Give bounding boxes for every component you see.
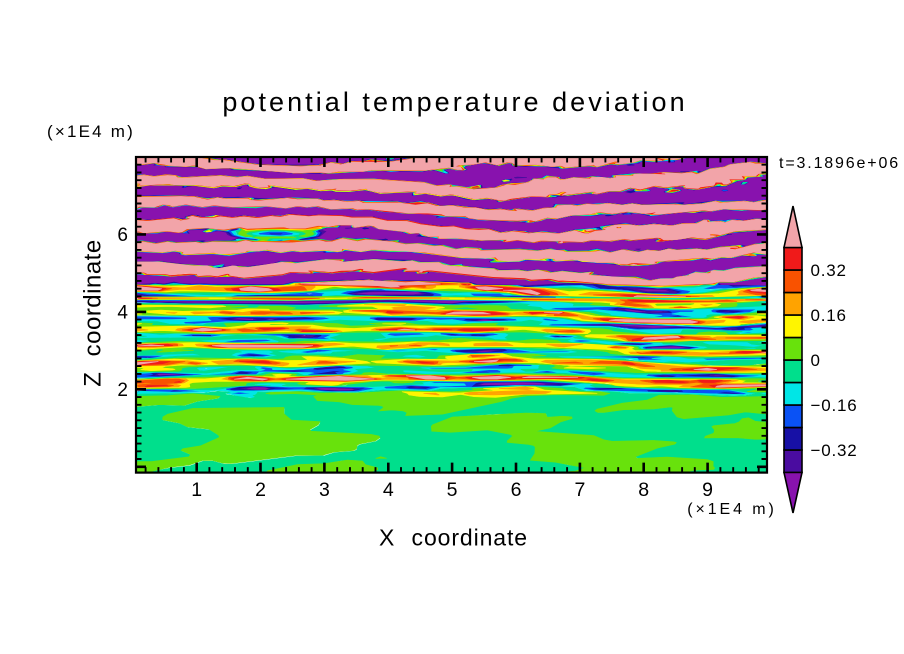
svg-text:9: 9	[702, 479, 713, 501]
svg-text:7: 7	[574, 479, 585, 501]
svg-text:t=3.1896e+06: t=3.1896e+06	[779, 155, 900, 172]
svg-text:(×1E4 m): (×1E4 m)	[687, 501, 776, 518]
svg-text:4: 4	[383, 479, 394, 501]
svg-text:6: 6	[511, 479, 522, 501]
svg-text:1: 1	[191, 479, 202, 501]
svg-text:−0.16: −0.16	[811, 396, 858, 415]
svg-text:(×1E4 m): (×1E4 m)	[47, 122, 135, 141]
svg-text:4: 4	[117, 302, 128, 323]
svg-text:0.16: 0.16	[811, 306, 847, 325]
svg-text:6: 6	[117, 225, 128, 246]
svg-text:0.32: 0.32	[811, 261, 847, 280]
svg-text:8: 8	[638, 479, 649, 501]
svg-text:potential temperature deviatio: potential temperature deviation	[222, 87, 687, 117]
svg-text:5: 5	[447, 479, 458, 501]
svg-text:2: 2	[117, 380, 128, 401]
svg-text:−0.32: −0.32	[811, 441, 858, 460]
svg-text:0: 0	[811, 351, 821, 370]
svg-text:Z coordinate: Z coordinate	[80, 239, 107, 386]
svg-text:3: 3	[319, 479, 330, 501]
svg-text:X coordinate: X coordinate	[379, 525, 528, 551]
svg-text:2: 2	[255, 479, 266, 501]
